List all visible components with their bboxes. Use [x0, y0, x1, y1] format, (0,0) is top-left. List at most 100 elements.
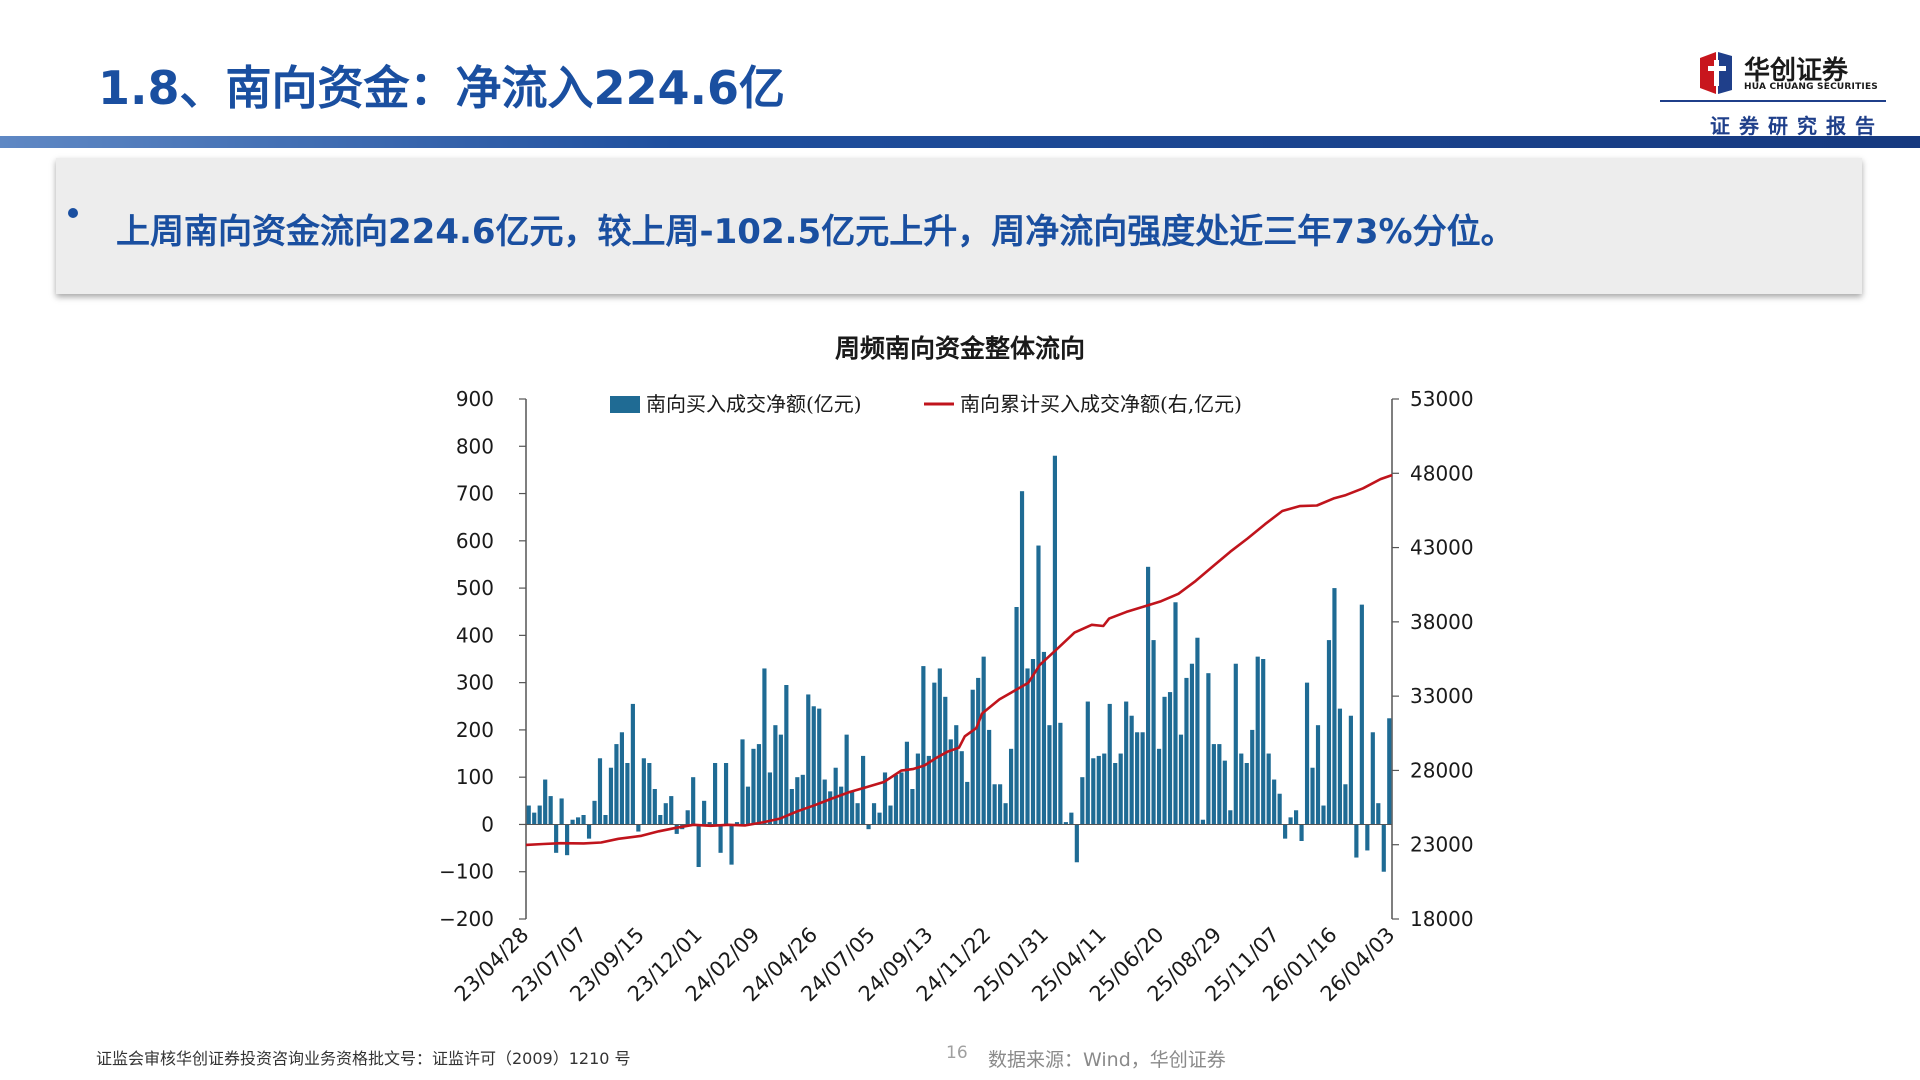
- flow-bar: [1343, 784, 1348, 825]
- flow-bar: [1277, 793, 1282, 825]
- flow-bar: [811, 706, 816, 825]
- flow-bar: [702, 800, 707, 825]
- flow-bar: [608, 767, 614, 825]
- flow-bar: [767, 772, 772, 825]
- flow-bar: [1085, 701, 1090, 825]
- flow-bar: [1261, 659, 1266, 825]
- flow-bar: [915, 753, 920, 825]
- flow-bar: [641, 758, 646, 825]
- flow-bar: [729, 824, 734, 865]
- flow-bar: [1288, 817, 1293, 825]
- flow-bar: [1074, 824, 1079, 863]
- left-tick-label: 0: [481, 812, 494, 836]
- flow-bar: [1244, 763, 1249, 825]
- left-tick-label: 500: [456, 576, 494, 600]
- flow-bar: [543, 779, 548, 825]
- flow-bar: [948, 739, 953, 825]
- page-number: 16: [946, 1043, 968, 1063]
- flow-bar: [652, 789, 657, 825]
- flow-bar: [1014, 607, 1019, 825]
- flow-bar: [1129, 715, 1134, 825]
- flow-bar: [888, 805, 893, 825]
- flow-bar: [1025, 668, 1030, 825]
- flow-bar: [1272, 779, 1277, 825]
- report-label-rule: [1660, 100, 1886, 102]
- flow-bar: [537, 805, 542, 825]
- flow-bar: [1250, 729, 1255, 825]
- flow-bar: [1266, 753, 1271, 825]
- flow-bar: [1047, 725, 1052, 825]
- flow-bar: [1359, 604, 1364, 825]
- flow-bar: [877, 812, 882, 825]
- logo-name: 华创证券: [1744, 56, 1849, 86]
- flow-bar: [734, 822, 740, 825]
- right-tick-label: 38000: [1410, 610, 1474, 634]
- flow-bar: [1217, 744, 1222, 825]
- flow-bar: [586, 824, 592, 839]
- flow-bar: [871, 803, 877, 825]
- flow-bar: [937, 668, 942, 825]
- bullet-icon: [68, 208, 78, 218]
- flow-bar: [1315, 725, 1321, 825]
- flow-bar: [882, 772, 888, 825]
- flow-bar: [1332, 588, 1337, 825]
- flow-bar: [1113, 763, 1118, 825]
- flow-bar: [1387, 718, 1392, 825]
- flow-bar: [669, 796, 674, 825]
- flow-bar: [1019, 491, 1025, 825]
- flow-bar: [921, 666, 926, 825]
- flow-bar: [756, 744, 762, 825]
- flow-bar: [658, 815, 663, 825]
- flow-bar: [1135, 732, 1140, 825]
- flow-bar: [1080, 777, 1085, 825]
- flow-bar: [1052, 455, 1058, 825]
- flow-bar: [1233, 663, 1238, 825]
- logo-mark-icon: [1700, 52, 1732, 94]
- flow-bar: [614, 744, 619, 825]
- flow-bar: [723, 763, 729, 825]
- left-tick-label: 200: [456, 718, 494, 742]
- flow-bar: [855, 803, 860, 825]
- flow-bar: [696, 824, 701, 867]
- flow-bar: [1178, 734, 1184, 825]
- flow-bar: [954, 725, 959, 825]
- left-tick-label: −200: [439, 907, 494, 931]
- flow-bar: [1096, 755, 1101, 825]
- flow-bar: [943, 696, 948, 825]
- flow-bar: [970, 689, 975, 825]
- flow-bar: [532, 812, 537, 825]
- flow-bar: [581, 815, 586, 825]
- flow-bar: [1124, 701, 1129, 825]
- flow-bar: [570, 819, 575, 825]
- left-tick-label: 700: [456, 482, 494, 506]
- flow-bar: [1381, 824, 1386, 872]
- report-label: 证券研究报告: [1710, 114, 1884, 138]
- flow-bar: [778, 734, 783, 825]
- flow-bar: [647, 763, 652, 825]
- left-tick-label: 400: [456, 623, 494, 647]
- flow-bar: [740, 739, 745, 825]
- legend-line-label: 南向累计买入成交净额(右,亿元): [960, 392, 1242, 416]
- flow-bar: [910, 789, 915, 825]
- right-tick-label: 43000: [1410, 536, 1474, 560]
- flow-bar: [1003, 803, 1008, 825]
- legend-bar-swatch: [610, 396, 640, 413]
- flow-bar: [789, 789, 794, 825]
- flow-bar: [707, 822, 712, 825]
- flow-bar: [1354, 824, 1359, 858]
- flow-bar: [1365, 824, 1370, 851]
- flow-bar: [860, 755, 866, 825]
- flow-bar: [1041, 651, 1047, 825]
- flow-bar: [663, 803, 668, 825]
- right-tick-label: 48000: [1410, 461, 1474, 485]
- flow-bar: [1299, 824, 1304, 841]
- flow-bar: [904, 741, 910, 825]
- data-source: 数据来源：Wind，华创证券: [988, 1049, 1226, 1071]
- flow-bar: [548, 796, 553, 825]
- flow-bar: [1206, 673, 1211, 825]
- flow-bar: [959, 751, 964, 825]
- flow-bar: [1376, 803, 1381, 825]
- flow-bar: [1140, 732, 1145, 825]
- flow-bar: [1030, 659, 1036, 825]
- flow-bar: [828, 791, 833, 825]
